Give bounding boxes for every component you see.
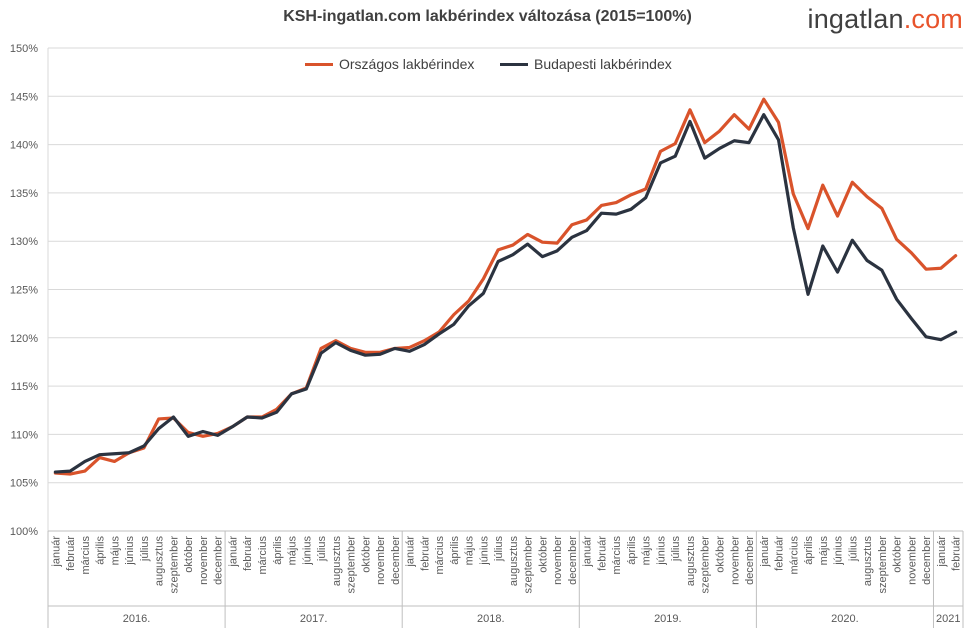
x-tick-label: november bbox=[729, 536, 741, 585]
series-line-budapesti bbox=[53, 113, 958, 474]
x-tick-label: szeptember bbox=[168, 536, 180, 594]
x-tick-label: január bbox=[582, 536, 594, 568]
year-label: 2016. bbox=[123, 613, 151, 625]
y-tick-label: 140% bbox=[10, 140, 38, 152]
x-tick-label: szeptember bbox=[877, 536, 889, 594]
year-label: 2018. bbox=[477, 613, 505, 625]
x-tick-label: november bbox=[198, 536, 210, 585]
x-tick-label: június bbox=[124, 536, 136, 566]
x-tick-label: november bbox=[552, 536, 564, 585]
y-tick-label: 135% bbox=[10, 188, 38, 200]
x-tick-label: február bbox=[419, 536, 431, 571]
x-tick-label: október bbox=[360, 536, 372, 573]
x-tick-label: június bbox=[655, 536, 667, 566]
x-tick-label: december bbox=[921, 536, 933, 585]
legend-swatch-orszagos bbox=[305, 62, 333, 66]
x-tick-label: június bbox=[301, 536, 313, 566]
x-tick-label: június bbox=[478, 536, 490, 566]
legend-swatch-budapesti bbox=[500, 62, 528, 66]
x-tick-label: március bbox=[257, 536, 269, 575]
x-tick-label: július bbox=[670, 536, 682, 563]
x-tick-label: január bbox=[759, 536, 771, 568]
x-tick-label: április bbox=[95, 536, 107, 565]
x-tick-label: július bbox=[847, 536, 859, 563]
x-tick-label: május bbox=[641, 536, 653, 566]
x-tick-label: október bbox=[183, 536, 195, 573]
logo: ingatlan.com bbox=[808, 4, 964, 35]
x-tick-label: október bbox=[537, 536, 549, 573]
year-label: 2017. bbox=[300, 613, 328, 625]
x-tick-label: június bbox=[833, 536, 845, 566]
x-tick-label: január bbox=[405, 536, 417, 568]
x-tick-label: március bbox=[434, 536, 446, 575]
y-tick-label: 145% bbox=[10, 91, 38, 103]
x-tick-label: szeptember bbox=[523, 536, 535, 594]
x-tick-label: február bbox=[596, 536, 608, 571]
x-tick-label: május bbox=[287, 536, 299, 566]
x-tick-label: május bbox=[818, 536, 830, 566]
logo-part1: ingatlan bbox=[807, 4, 904, 34]
x-tick-label: április bbox=[449, 536, 461, 565]
x-tick-label: augusztus bbox=[508, 536, 520, 587]
x-tick-label: december bbox=[744, 536, 756, 585]
legend-label-budapesti: Budapesti lakbérindex bbox=[534, 56, 672, 72]
x-tick-label: január bbox=[50, 536, 62, 568]
x-tick-label: augusztus bbox=[862, 536, 874, 587]
series-line-orszagos bbox=[53, 97, 958, 476]
legend-item-budapesti: Budapesti lakbérindex bbox=[500, 56, 672, 72]
x-tick-label: február bbox=[65, 536, 77, 571]
x-tick-label: szeptember bbox=[346, 536, 358, 594]
x-tick-label: december bbox=[213, 536, 225, 585]
x-tick-label: február bbox=[242, 536, 254, 571]
y-tick-label: 110% bbox=[11, 429, 39, 441]
x-tick-label: augusztus bbox=[685, 536, 697, 587]
x-tick-label: március bbox=[80, 536, 92, 575]
x-tick-label: december bbox=[390, 536, 402, 585]
y-tick-label: 130% bbox=[10, 236, 38, 248]
x-tick-label: február bbox=[951, 536, 963, 571]
x-tick-label: július bbox=[316, 536, 328, 563]
year-label: 2020. bbox=[831, 613, 859, 625]
x-tick-label: március bbox=[611, 536, 623, 575]
y-tick-label: 115% bbox=[11, 381, 39, 393]
x-tick-label: május bbox=[109, 536, 121, 566]
x-tick-label: április bbox=[626, 536, 638, 565]
x-tick-label: november bbox=[375, 536, 387, 585]
x-tick-label: július bbox=[139, 536, 151, 563]
x-tick-label: október bbox=[892, 536, 904, 573]
logo-part2: .com bbox=[903, 4, 963, 34]
x-tick-label: október bbox=[714, 536, 726, 573]
legend-label-orszagos: Országos lakbérindex bbox=[339, 56, 475, 72]
x-tick-label: február bbox=[774, 536, 786, 571]
year-label: 2019. bbox=[654, 613, 682, 625]
x-tick-label: április bbox=[272, 536, 284, 565]
chart-title: KSH-ingatlan.com lakbérindex változása (… bbox=[283, 8, 692, 25]
x-tick-label: március bbox=[788, 536, 800, 575]
x-tick-label: május bbox=[464, 536, 476, 566]
x-tick-label: augusztus bbox=[331, 536, 343, 587]
x-tick-label: január bbox=[227, 536, 239, 568]
year-label: 2021 bbox=[936, 613, 960, 625]
legend-item-orszagos: Országos lakbérindex bbox=[305, 56, 474, 72]
x-tick-label: január bbox=[936, 536, 948, 568]
x-tick-label: április bbox=[803, 536, 815, 565]
y-tick-label: 125% bbox=[10, 285, 38, 297]
y-tick-label: 105% bbox=[10, 478, 38, 490]
x-tick-label: szeptember bbox=[700, 536, 712, 594]
x-tick-label: július bbox=[493, 536, 505, 563]
y-tick-label: 100% bbox=[10, 526, 38, 538]
y-tick-label: 120% bbox=[10, 333, 38, 345]
y-tick-label: 150% bbox=[10, 43, 38, 55]
x-tick-label: augusztus bbox=[154, 536, 166, 587]
x-tick-label: november bbox=[906, 536, 918, 585]
x-tick-label: december bbox=[567, 536, 579, 585]
